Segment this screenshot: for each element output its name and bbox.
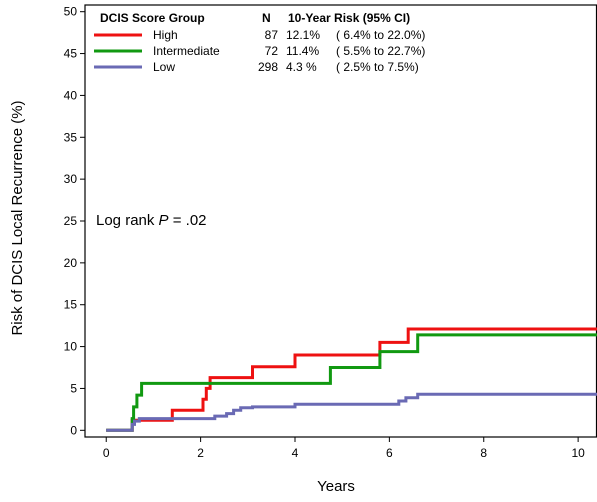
y-tick-label: 15 [64,298,78,312]
log-rank-suffix: = .02 [169,212,207,229]
legend-label-low: Low [153,60,175,74]
legend-n-intermediate: 72 [265,44,279,58]
log-rank-annotation: Log rank P = .02 [96,212,207,229]
legend-label-intermediate: Intermediate [153,44,220,58]
legend-label-high: High [153,28,178,42]
legend-n-low: 298 [258,60,278,74]
log-rank-prefix: Log rank [96,212,159,229]
curve-high [106,327,597,432]
legend-header-group: DCIS Score Group [100,11,205,25]
curve-low [106,392,597,432]
y-tick-label: 25 [64,214,78,228]
y-tick-label: 10 [64,340,78,354]
legend-risk-low: 4.3 % [286,60,317,74]
x-tick-label: 6 [386,446,393,460]
legend-n-high: 87 [265,28,279,42]
y-tick-label: 45 [64,47,78,61]
y-tick-label: 30 [64,172,78,186]
legend: DCIS Score Group N 10-Year Risk (95% CI)… [94,11,425,74]
x-tick-label: 2 [197,446,204,460]
curves [106,327,597,432]
y-tick-label: 35 [64,130,78,144]
y-tick-label: 5 [70,381,77,395]
y-tick-label: 20 [64,256,78,270]
legend-ci-intermediate: ( 5.5% to 22.7%) [336,44,425,58]
legend-header-n: N [262,11,271,25]
y-tick-label: 40 [64,88,78,102]
y-tick-label: 50 [64,5,78,19]
x-tick-label: 4 [292,446,299,460]
legend-header-risk: 10-Year Risk (95% CI) [288,11,410,25]
y-tick-label: 0 [70,423,77,437]
x-tick-label: 0 [103,446,110,460]
curve-intermediate [106,333,597,432]
legend-risk-high: 12.1% [286,28,320,42]
x-tick-label: 10 [571,446,585,460]
legend-ci-high: ( 6.4% to 22.0%) [336,28,425,42]
axes: 0 2 4 6 8 10 0 5 10 15 20 25 30 35 40 45 50 [64,4,597,460]
legend-ci-low: ( 2.5% to 7.5%) [336,60,419,74]
legend-risk-intermediate: 11.4% [286,44,319,58]
y-axis-title: Risk of DCIS Local Recurrence (%) [9,100,26,335]
x-axis-title: Years [317,478,355,495]
x-tick-label: 8 [480,446,487,460]
log-rank-p: P [159,212,169,229]
